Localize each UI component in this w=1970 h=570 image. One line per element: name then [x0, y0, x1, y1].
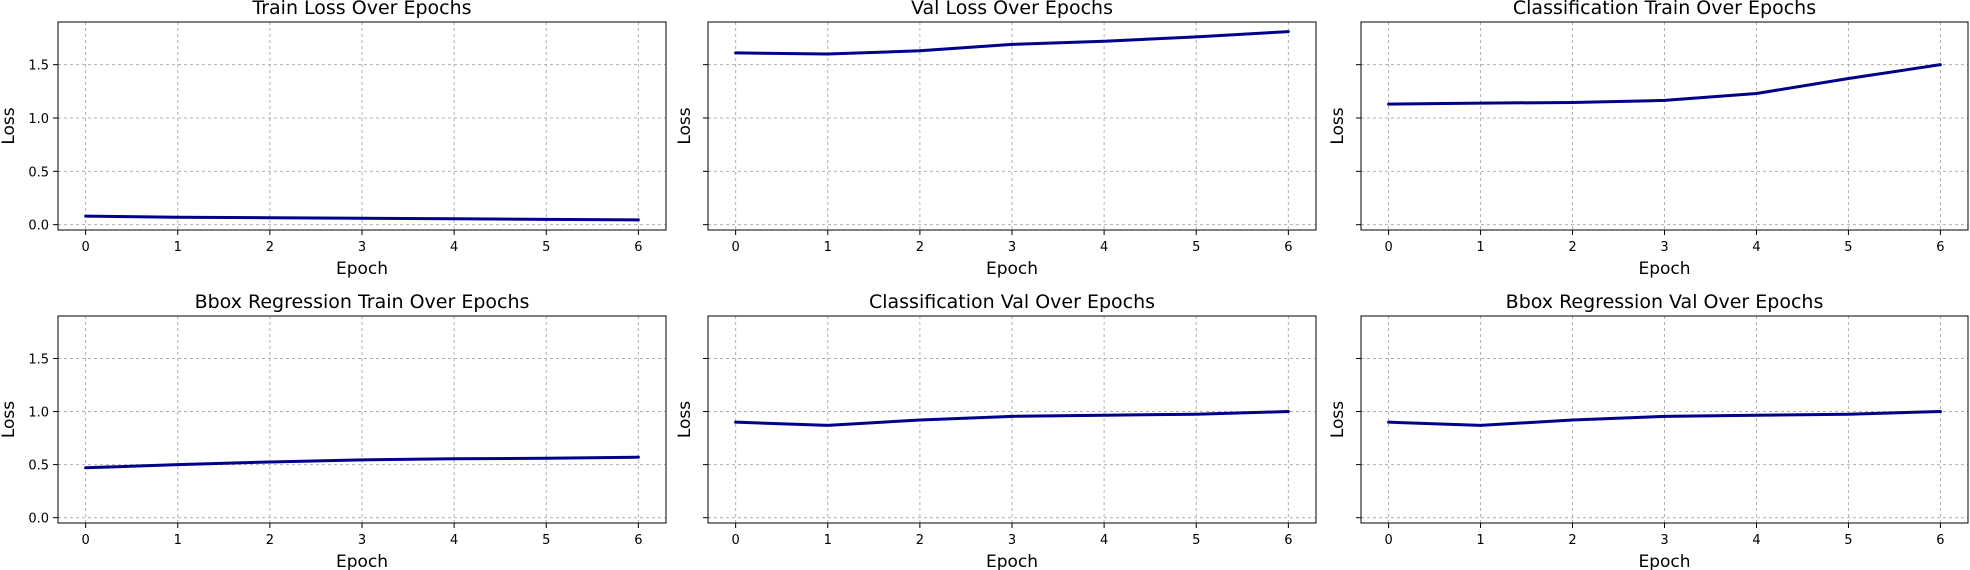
y-axis-label: Loss: [0, 401, 19, 438]
x-tick-label: 4: [1752, 533, 1760, 548]
x-tick-label: 2: [1568, 533, 1576, 548]
x-tick-label: 3: [1008, 240, 1016, 255]
x-tick-label: 3: [358, 533, 366, 548]
x-tick-label: 0: [81, 240, 89, 255]
x-tick-label: 1: [824, 533, 832, 548]
x-tick-label: 0: [81, 533, 89, 548]
x-tick-label: 2: [916, 240, 924, 255]
x-tick-label: 3: [1008, 533, 1016, 548]
y-axis-label: Loss: [675, 401, 695, 438]
x-tick-label: 1: [174, 533, 182, 548]
x-axis-label: Epoch: [336, 552, 388, 570]
chart-panel-2: 0 1 2 3 4 5 6 Val Loss Over Epochs Epoch Loss: [675, 0, 1316, 279]
chart-title: Bbox Regression Val Over Epochs: [1506, 291, 1824, 313]
x-tick-label: 5: [1844, 240, 1852, 255]
x-tick-label: 2: [266, 240, 274, 255]
x-tick-label: 5: [1192, 240, 1200, 255]
chart-panel-4: 0 1 2 3 4 5 6 0.0 0.5 1.0 1.5 Bbox Regression Train…: [0, 291, 666, 570]
x-tick-label: 1: [174, 240, 182, 255]
x-tick-label: 3: [1660, 240, 1668, 255]
y-tick-label: 1.5: [28, 352, 49, 367]
x-tick-label: 4: [450, 240, 458, 255]
x-tick-label: 6: [1936, 533, 1944, 548]
y-tick-label: 0.0: [28, 219, 49, 234]
x-tick-label: 4: [1100, 533, 1108, 548]
chart-title: Bbox Regression Train Over Epochs: [195, 291, 530, 313]
chart-title: Classification Val Over Epochs: [869, 291, 1155, 313]
chart-panel-1: 0 1 2 3 4 5 6 0.0 0.5 1.0 1.5 Train Loss Over Epoch…: [0, 0, 666, 279]
x-tick-label: 4: [1752, 240, 1760, 255]
y-tick-label: 1.0: [28, 406, 49, 421]
y-axis-label: Loss: [0, 107, 19, 144]
y-tick-label: 0.5: [28, 165, 49, 180]
x-tick-label: 6: [1936, 240, 1944, 255]
x-tick-label: 6: [634, 240, 642, 255]
x-axis-label: Epoch: [986, 259, 1038, 279]
x-tick-label: 0: [1384, 240, 1392, 255]
x-tick-label: 2: [916, 533, 924, 548]
chart-panel-3: 0 1 2 3 4 5 6 Classification Train Over Epochs E…: [1328, 0, 1968, 279]
x-tick-label: 2: [266, 533, 274, 548]
x-tick-label: 1: [1476, 240, 1484, 255]
y-tick-label: 1.0: [28, 112, 49, 127]
x-axis-label: Epoch: [1638, 552, 1690, 570]
x-tick-label: 6: [1284, 240, 1292, 255]
y-axis-label: Loss: [675, 107, 695, 144]
x-tick-label: 1: [1476, 533, 1484, 548]
x-tick-label: 3: [1660, 533, 1668, 548]
x-tick-label: 4: [1100, 240, 1108, 255]
chart-title: Classification Train Over Epochs: [1513, 0, 1816, 19]
x-tick-label: 0: [731, 240, 739, 255]
chart-panel-5: 0 1 2 3 4 5 6 Classification Val Over Epochs Epo…: [675, 291, 1316, 570]
x-tick-label: 5: [542, 240, 550, 255]
x-tick-label: 5: [1844, 533, 1852, 548]
x-tick-label: 2: [1568, 240, 1576, 255]
y-tick-label: 0.0: [28, 512, 49, 527]
x-tick-label: 0: [1384, 533, 1392, 548]
chart-title: Train Loss Over Epochs: [251, 0, 471, 19]
y-axis-label: Loss: [1328, 401, 1348, 438]
y-axis-label: Loss: [1328, 107, 1348, 144]
y-tick-label: 0.5: [28, 459, 49, 474]
x-tick-label: 4: [450, 533, 458, 548]
x-axis-label: Epoch: [986, 552, 1038, 570]
x-tick-label: 6: [634, 533, 642, 548]
chart-panel-6: 0 1 2 3 4 5 6 Bbox Regression Val Over Epochs Ep…: [1328, 291, 1968, 570]
x-axis-label: Epoch: [1638, 259, 1690, 279]
y-tick-label: 1.5: [28, 59, 49, 74]
x-tick-label: 3: [358, 240, 366, 255]
x-tick-label: 0: [731, 533, 739, 548]
x-tick-label: 6: [1284, 533, 1292, 548]
x-axis-label: Epoch: [336, 259, 388, 279]
x-tick-label: 5: [1192, 533, 1200, 548]
chart-title: Val Loss Over Epochs: [911, 0, 1113, 19]
x-tick-label: 1: [824, 240, 832, 255]
x-tick-label: 5: [542, 533, 550, 548]
